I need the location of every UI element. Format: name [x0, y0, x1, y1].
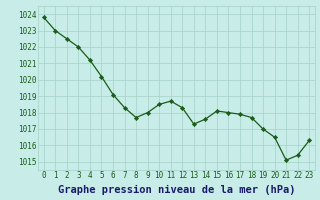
X-axis label: Graphe pression niveau de la mer (hPa): Graphe pression niveau de la mer (hPa)	[58, 185, 295, 195]
